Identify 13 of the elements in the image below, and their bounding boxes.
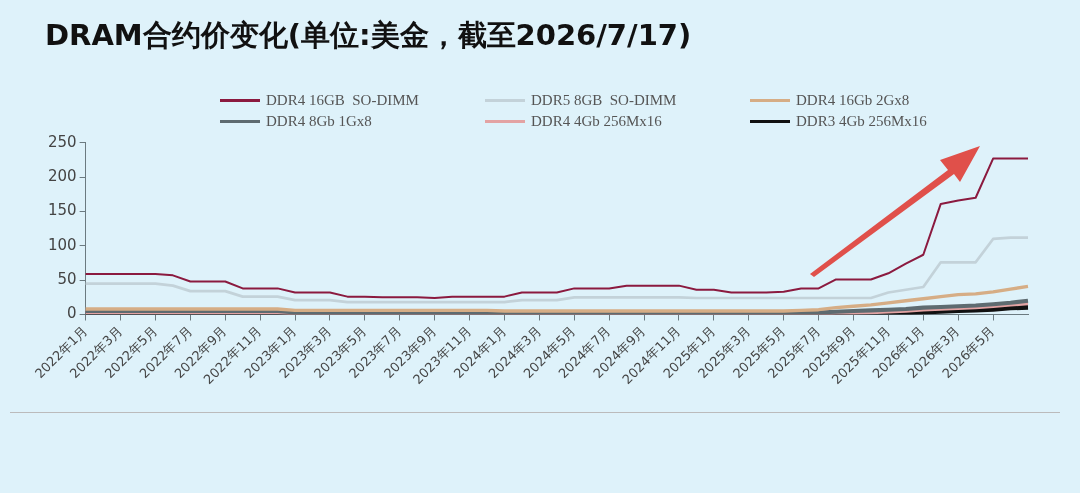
legend-label: DDR4 16GB SO-DIMM — [266, 92, 419, 109]
legend-label: DDR4 4Gb 256Mx16 — [531, 113, 662, 130]
legend-label: DDR4 16Gb 2Gx8 — [796, 92, 910, 109]
y-tick-label: 200 — [47, 167, 77, 186]
y-tick-label: 150 — [47, 201, 77, 220]
legend-label: DDR3 4Gb 256Mx16 — [796, 113, 927, 130]
y-tick-label: 50 — [57, 270, 77, 289]
legend-label: DDR5 8GB SO-DIMM — [531, 92, 677, 109]
legend-label: DDR4 8Gb 1Gx8 — [266, 113, 372, 130]
y-tick-label: 0 — [67, 304, 77, 323]
y-tick-label: 100 — [47, 235, 77, 254]
chart-title: DRAM合约价变化(单位:美金，截至2026/7/17) — [45, 17, 692, 52]
y-tick-label: 250 — [47, 132, 77, 151]
